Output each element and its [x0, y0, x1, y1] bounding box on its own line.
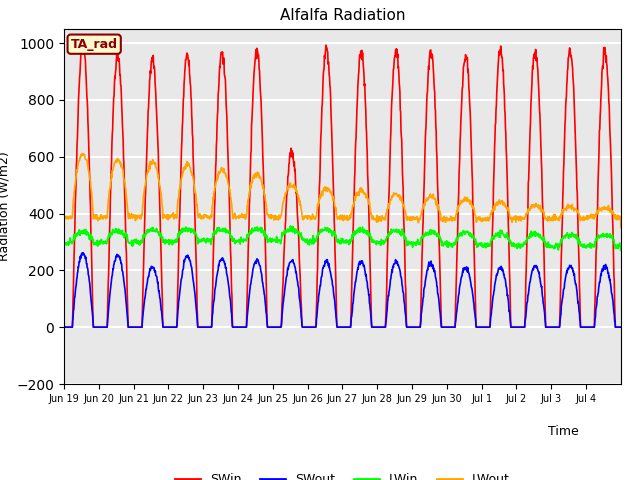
LWin: [317, 228, 325, 234]
LWin: [147, 226, 155, 232]
SWin: [148, 58, 156, 64]
SWout: [328, 277, 336, 283]
Text: TA_rad: TA_rad: [70, 37, 118, 51]
SWout: [317, 274, 325, 279]
LWin: [556, 244, 563, 250]
SWin: [79, 39, 87, 45]
Line: LWin: LWin: [64, 226, 621, 251]
SWin: [474, 324, 482, 330]
Legend: SWin, SWout, LWin, LWout: SWin, SWout, LWin, LWout: [170, 468, 515, 480]
SWout: [60, 324, 68, 330]
LWout: [148, 161, 156, 167]
Line: SWin: SWin: [64, 42, 621, 327]
LWin: [474, 243, 482, 249]
LWin: [610, 237, 618, 242]
Line: LWout: LWout: [64, 154, 621, 228]
SWin: [556, 324, 563, 330]
LWout: [617, 225, 625, 230]
LWout: [556, 214, 563, 219]
LWin: [328, 233, 336, 239]
SWin: [317, 116, 325, 121]
SWout: [617, 324, 625, 330]
Text: Time: Time: [548, 425, 579, 438]
LWin: [60, 240, 68, 246]
SWin: [610, 273, 618, 278]
Line: SWout: SWout: [64, 252, 621, 327]
LWout: [317, 192, 325, 197]
SWout: [79, 250, 86, 255]
Title: Alfalfa Radiation: Alfalfa Radiation: [280, 9, 405, 24]
SWout: [474, 324, 482, 330]
SWout: [610, 309, 618, 315]
SWin: [60, 324, 68, 330]
SWin: [617, 324, 625, 330]
LWin: [287, 223, 294, 229]
SWout: [556, 324, 563, 330]
LWout: [610, 211, 618, 217]
SWout: [148, 264, 156, 269]
SWin: [328, 141, 336, 146]
LWin: [617, 248, 625, 253]
LWout: [78, 151, 86, 156]
LWout: [474, 215, 482, 220]
LWout: [328, 192, 336, 198]
Y-axis label: Radiation (W/m2): Radiation (W/m2): [0, 152, 11, 261]
LWout: [60, 215, 68, 220]
